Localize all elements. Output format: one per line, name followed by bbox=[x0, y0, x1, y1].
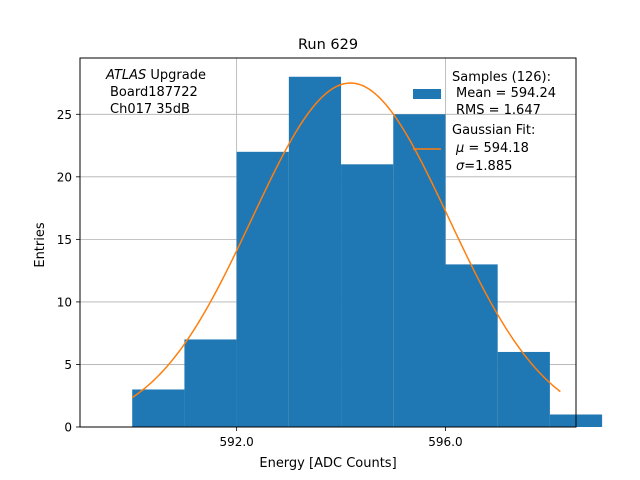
y-tick-label: 10 bbox=[57, 295, 72, 309]
histogram-bars bbox=[132, 76, 603, 428]
histogram-bar bbox=[341, 164, 394, 428]
axis-ticks: 592.0 596.0 0 5 10 15 20 25 bbox=[57, 108, 463, 449]
histogram-bar bbox=[288, 76, 342, 428]
annotation-upgrade: Upgrade bbox=[146, 68, 206, 83]
histogram-bar bbox=[184, 339, 237, 427]
legend-samples-header: Samples (126): bbox=[452, 70, 551, 85]
legend-fit-mu: μ = 594.18 bbox=[455, 141, 529, 156]
legend-sigma-symbol: σ bbox=[456, 159, 465, 174]
annotation-line-1: ATLAS Upgrade bbox=[105, 68, 206, 83]
annotation-line-3: Ch017 35dB bbox=[110, 102, 190, 117]
y-tick-label: 15 bbox=[57, 233, 72, 247]
legend: Samples (126): Mean = 594.24 RMS = 1.647… bbox=[413, 70, 556, 174]
axes-frame bbox=[79, 57, 577, 428]
y-axis-label: Entries bbox=[33, 222, 48, 268]
histogram-bar bbox=[445, 264, 498, 427]
y-tick-label: 0 bbox=[64, 421, 72, 435]
atlas-annotation: ATLAS Upgrade Board187722 Ch017 35dB bbox=[105, 68, 206, 117]
legend-samples-mean: Mean = 594.24 bbox=[456, 86, 556, 101]
y-tick-label: 25 bbox=[57, 108, 72, 122]
chart-title: Run 629 bbox=[298, 37, 358, 53]
legend-mu-value: = 594.18 bbox=[464, 141, 529, 156]
annotation-atlas-italic: ATLAS bbox=[105, 68, 146, 83]
y-tick-label: 5 bbox=[64, 358, 72, 372]
histogram-bar bbox=[132, 389, 185, 427]
gaussian-fit-curve bbox=[131, 82, 561, 399]
legend-sigma-value: =1.885 bbox=[464, 159, 512, 174]
annotation-line-2: Board187722 bbox=[110, 85, 198, 100]
histogram-bar bbox=[497, 351, 550, 427]
legend-samples-rms: RMS = 1.647 bbox=[456, 103, 541, 118]
y-tick-label: 20 bbox=[57, 170, 72, 184]
legend-fit-header: Gaussian Fit: bbox=[452, 123, 535, 138]
legend-mu-symbol: μ bbox=[455, 141, 464, 156]
legend-samples-swatch bbox=[413, 89, 441, 99]
legend-fit-sigma: σ=1.885 bbox=[456, 159, 512, 174]
histogram-bar bbox=[236, 151, 289, 428]
x-tick-label: 592.0 bbox=[219, 435, 253, 449]
x-tick-label: 596.0 bbox=[428, 435, 462, 449]
x-axis-label: Energy [ADC Counts] bbox=[259, 456, 396, 471]
histogram-bar bbox=[393, 114, 446, 427]
